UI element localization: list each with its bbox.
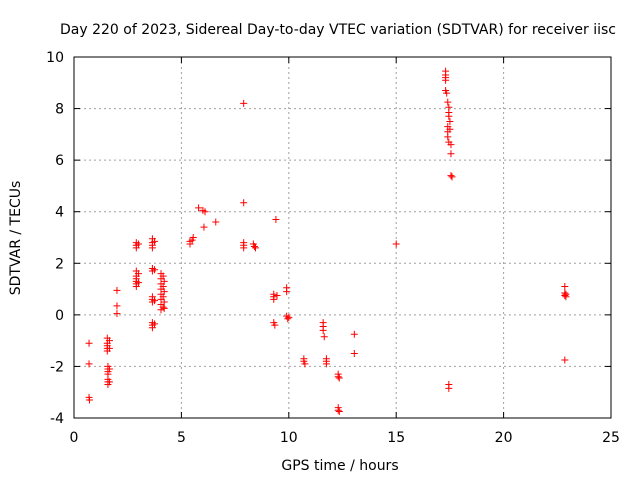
x-tick-label: 0 [70, 430, 79, 446]
y-tick-label: 2 [55, 256, 64, 272]
data-point-plus [151, 237, 159, 245]
x-tick-label: 15 [387, 430, 405, 446]
data-point-plus [85, 360, 93, 368]
data-point-plus [442, 76, 450, 84]
x-tick-label: 25 [602, 430, 620, 446]
data-point-plus [113, 286, 121, 294]
data-point-plus [334, 373, 342, 381]
data-point-plus [446, 125, 454, 133]
data-point-plus [272, 215, 280, 223]
data-point-plus [134, 279, 142, 287]
data-point-plus [445, 384, 453, 392]
y-tick-label: 0 [55, 308, 64, 324]
data-point-plus [151, 297, 159, 305]
data-point-plus [447, 172, 455, 180]
data-point-plus [285, 313, 293, 321]
data-point-plus [447, 150, 455, 158]
data-point-plus [160, 304, 168, 312]
data-point-plus [212, 218, 220, 226]
data-point-plus [201, 208, 209, 216]
data-point-plus [320, 333, 328, 341]
y-tick-label: 4 [55, 205, 64, 221]
data-point-plus [134, 240, 142, 248]
data-point-plus [334, 406, 342, 414]
data-point-plus [250, 243, 258, 251]
data-point-plus [283, 288, 291, 296]
data-point-plus [392, 240, 400, 248]
data-point-plus [240, 99, 248, 107]
data-point-plus [151, 320, 159, 328]
data-point-plus [273, 292, 281, 300]
chart-title: Day 220 of 2023, Sidereal Day-to-day VTE… [60, 22, 616, 38]
data-point-plus [134, 270, 142, 278]
data-point-plus [301, 360, 309, 368]
y-tick-label: -2 [50, 359, 64, 375]
data-point-plus [113, 310, 121, 318]
data-point-plus [132, 282, 140, 290]
data-point-plus [113, 302, 121, 310]
x-tick-label: 5 [177, 430, 186, 446]
data-point-plus [159, 282, 167, 290]
data-point-plus [350, 350, 358, 358]
data-point-plus [132, 244, 140, 252]
y-tick-label: 10 [46, 50, 64, 66]
data-point-plus [105, 378, 113, 386]
data-point-plus [240, 244, 248, 252]
data-point-plus [105, 337, 113, 345]
data-point-plus [561, 292, 569, 300]
x-axis-label: GPS time / hours [281, 458, 398, 474]
data-point-plus [105, 344, 113, 352]
data-point-plus [335, 374, 343, 382]
plot-frame [73, 56, 612, 419]
data-point-plus [200, 223, 208, 231]
data-point-plus [160, 288, 168, 296]
data-point-plus [159, 303, 167, 311]
data-point-plus [448, 173, 456, 181]
data-point-plus [240, 199, 248, 207]
data-point-plus [350, 330, 358, 338]
data-point-plus [252, 244, 260, 252]
data-point-plus [443, 89, 451, 97]
x-tick-label: 20 [495, 430, 513, 446]
data-point-plus [160, 277, 168, 285]
data-point-plus [561, 282, 569, 290]
data-point-plus [105, 365, 113, 373]
y-tick-label: 8 [55, 102, 64, 118]
data-point-plus [446, 117, 454, 125]
data-points [85, 67, 570, 416]
x-tick-label: 10 [280, 430, 298, 446]
data-point-plus [85, 396, 93, 404]
data-point-plus [562, 293, 570, 301]
data-point-plus [85, 339, 93, 347]
axis-ticks: 0 5 10 15 20 25 -4 -2 0 2 4 6 8 10 [46, 50, 620, 446]
data-point-plus [195, 204, 203, 212]
data-point-plus [319, 326, 327, 334]
data-point-plus [561, 356, 569, 364]
data-point-plus [335, 408, 343, 416]
data-point-plus [160, 298, 168, 306]
data-point-plus [148, 324, 156, 332]
data-point-plus [159, 272, 167, 280]
data-point-plus [151, 266, 159, 274]
data-point-plus [148, 244, 156, 252]
data-point-plus [447, 141, 455, 149]
data-point-plus [284, 315, 292, 323]
data-point-plus [270, 295, 278, 303]
data-point-plus [159, 293, 167, 301]
y-axis-label: SDTVAR / TECUs [8, 181, 24, 296]
y-tick-label: -4 [50, 411, 64, 427]
data-point-plus [444, 98, 452, 106]
data-point-plus [271, 321, 279, 329]
grid-lines [74, 57, 611, 418]
data-point-plus [189, 234, 197, 241]
data-point-plus [322, 360, 330, 368]
data-point-plus [444, 133, 452, 141]
data-point-plus [445, 112, 453, 120]
y-tick-label: 6 [55, 153, 64, 169]
